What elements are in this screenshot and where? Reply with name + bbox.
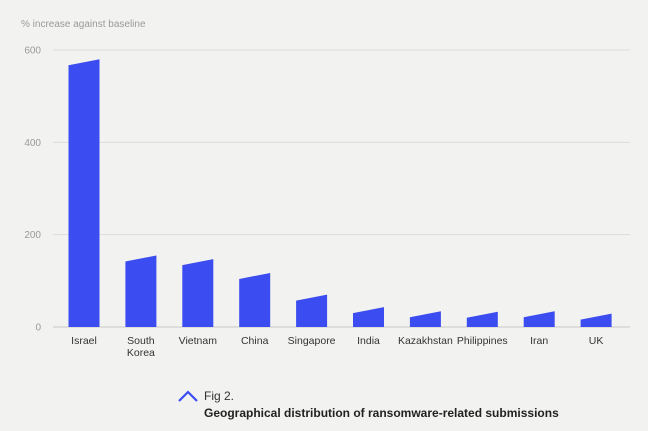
bar [523, 311, 555, 327]
y-tick-label: 400 [24, 138, 41, 149]
bar [239, 272, 271, 327]
x-tick-label: Iran [530, 335, 548, 347]
y-tick-labels: 0 200 400 600 [24, 46, 41, 334]
bar [353, 307, 384, 327]
bar [409, 311, 441, 327]
x-tick-label: Kazakhstan [398, 335, 453, 347]
bar [182, 259, 214, 327]
x-tick-label: Singapore [288, 335, 336, 347]
y-tick-label: 200 [24, 230, 41, 241]
bars [68, 59, 612, 327]
bar [466, 311, 498, 327]
x-tick-label: South [127, 335, 155, 347]
x-tick-label: Korea [127, 347, 155, 359]
bar [125, 255, 157, 327]
figure-description: Geographical distribution of ransomware-… [204, 406, 559, 420]
x-tick-label: Philippines [457, 335, 508, 347]
bar [68, 59, 100, 327]
x-tick-label: China [241, 335, 269, 347]
x-tick-label: Israel [71, 335, 97, 347]
bar [296, 294, 328, 327]
y-tick-label: 0 [35, 323, 41, 334]
x-tick-label: Vietnam [179, 335, 218, 347]
figure-number: Fig 2. [204, 389, 235, 403]
x-tick-label: India [357, 335, 380, 347]
y-tick-label: 600 [24, 46, 41, 57]
y-axis-label: % increase against baseline [21, 19, 146, 30]
chevron-up-icon [178, 390, 198, 402]
bar [580, 313, 612, 327]
x-tick-label: UK [589, 335, 604, 347]
